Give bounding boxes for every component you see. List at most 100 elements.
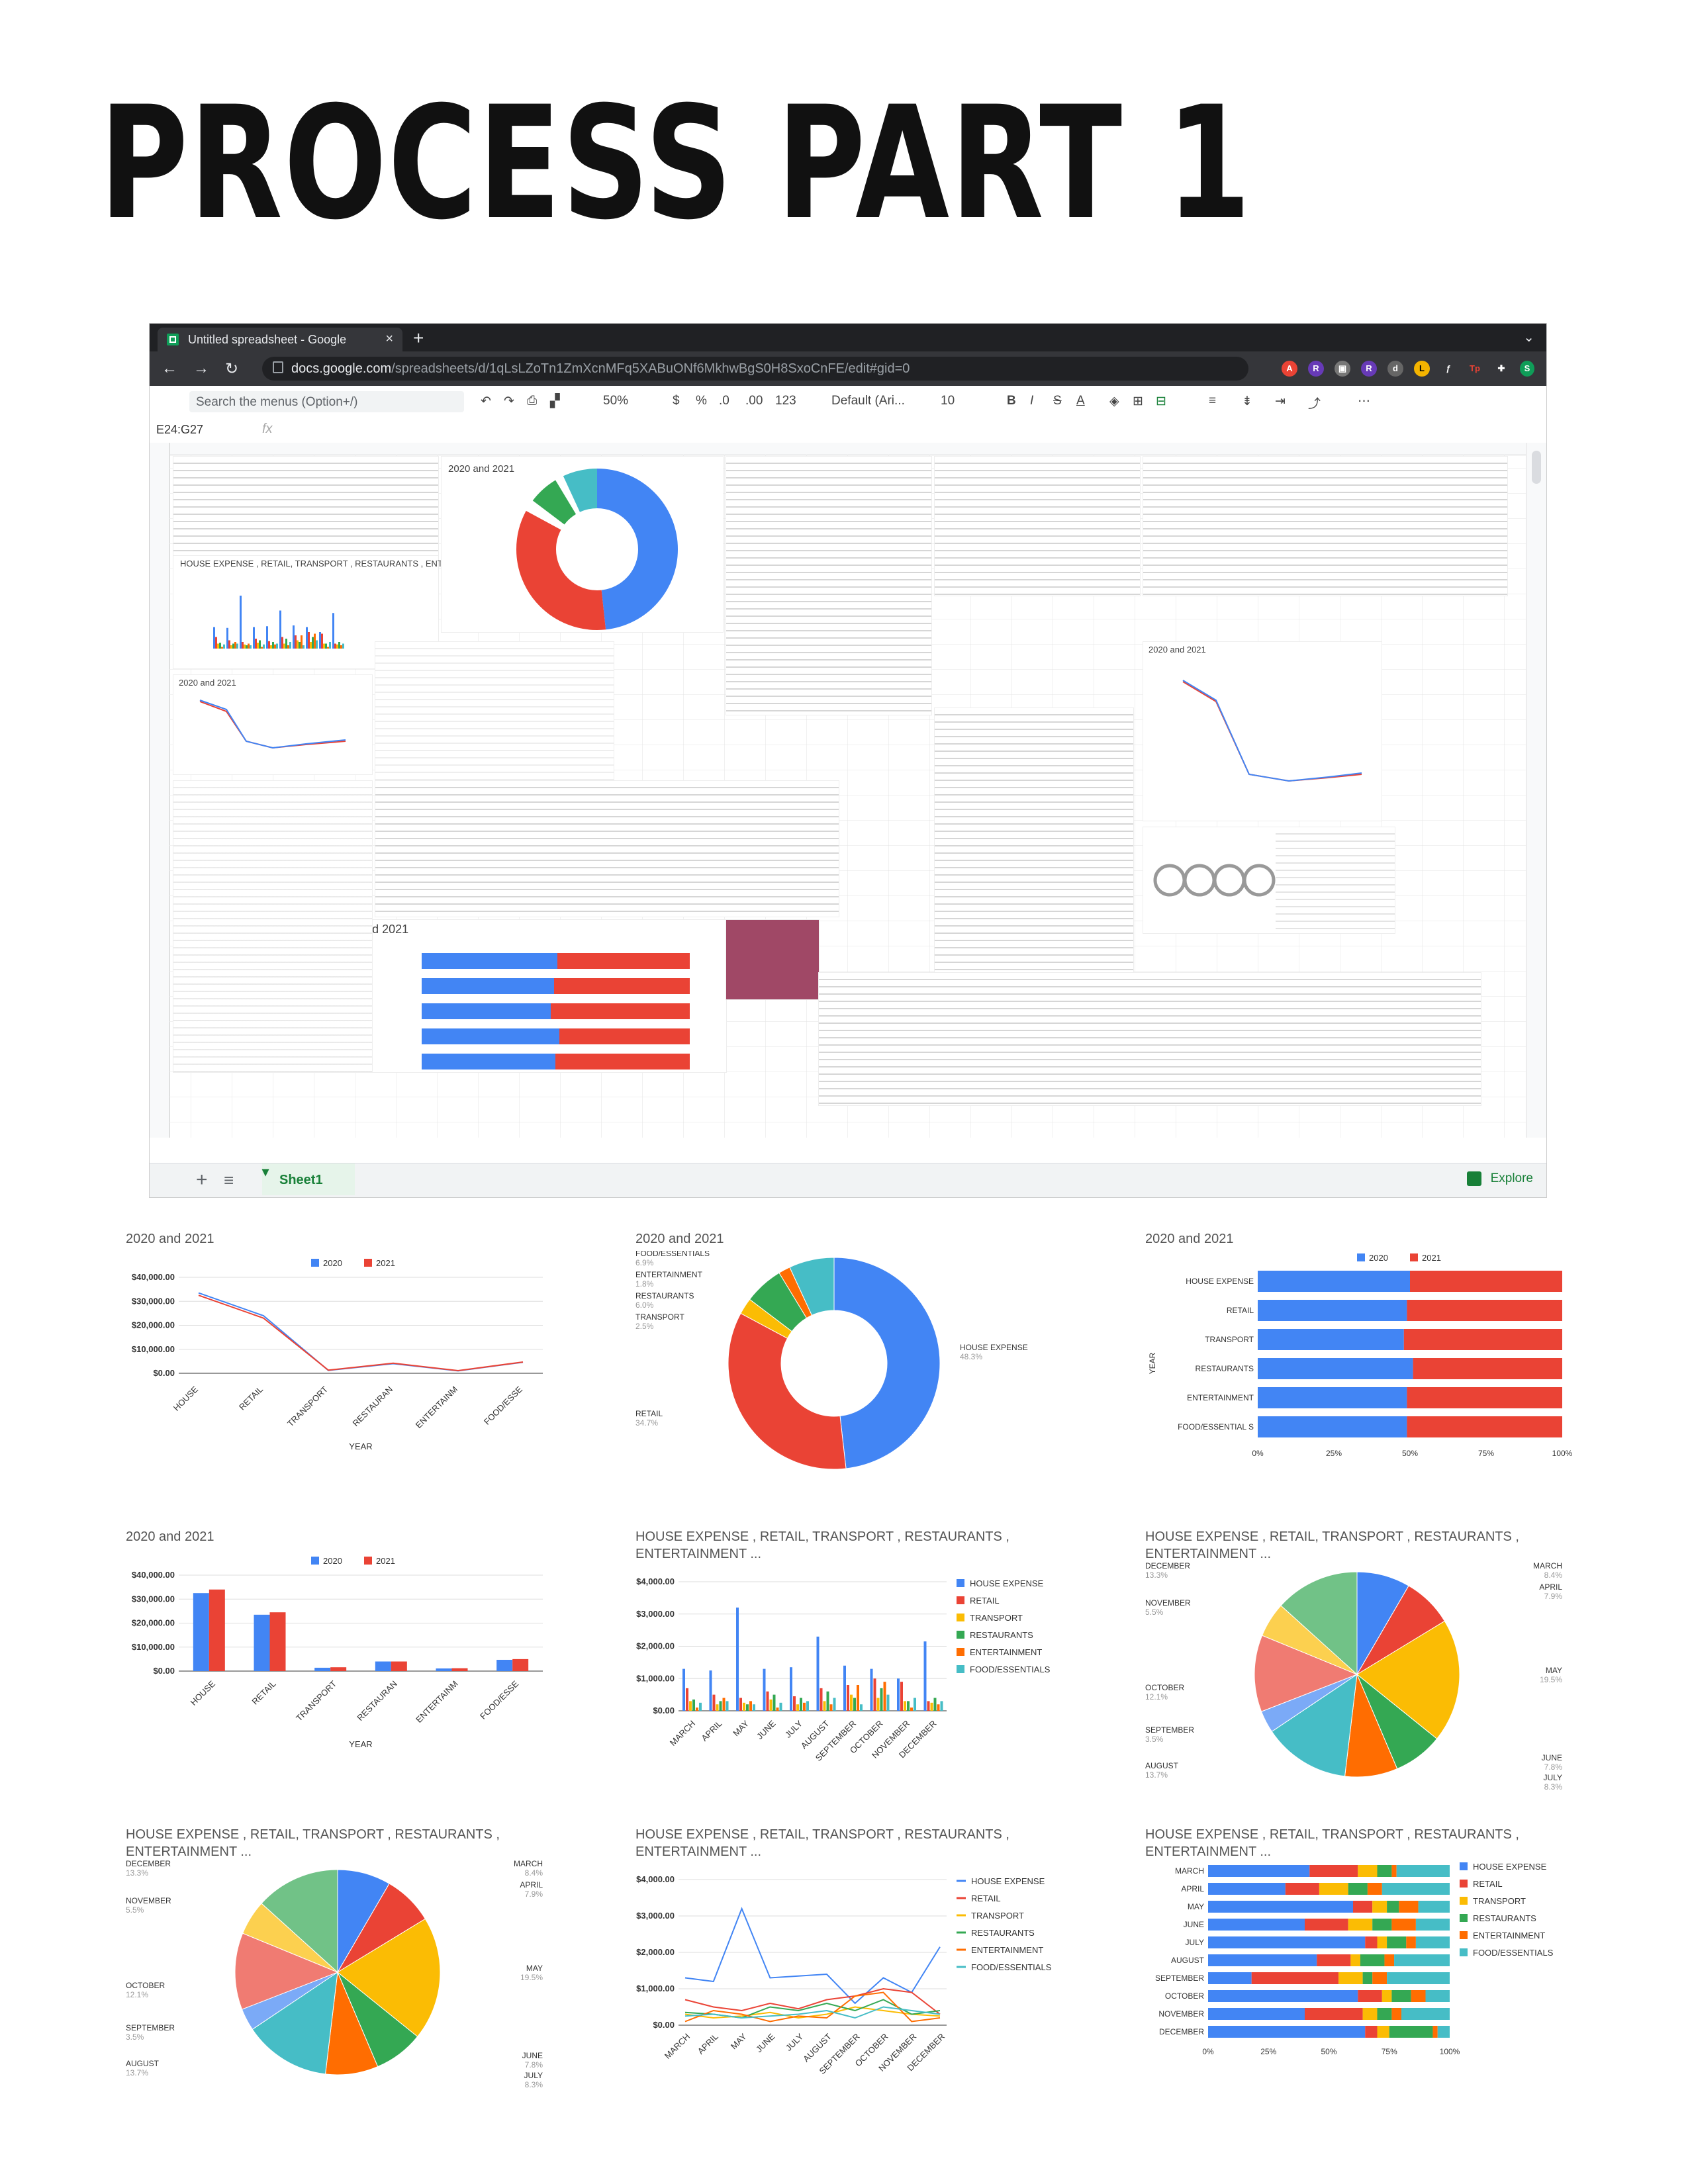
zoom-select[interactable]: 50% [603,394,629,408]
fill-color-icon[interactable]: ◈ [1109,394,1119,408]
wrap-icon[interactable]: ⇥ [1275,394,1286,408]
slice-label: SEPTEMBER [126,2023,175,2032]
embedded-bar [255,639,257,649]
line-month-svg: $4,000.00 $3,000.00 $2,000.00 $1,000.00 $0.0… [636,1874,1052,2076]
legend-swatch [957,1614,964,1621]
legend-swatch [364,1259,372,1267]
bar [876,1698,880,1711]
avatar[interactable]: S [1520,361,1534,377]
extension-icon[interactable]: Tp [1467,361,1483,377]
url-field[interactable]: docs.google.com/spreadsheets/d/1qLsLZoTn… [262,357,1248,381]
percent-button[interactable]: % [696,394,707,408]
close-tab-icon[interactable]: × [385,332,393,346]
x-tick-label: JUNE [754,2031,777,2054]
back-icon[interactable]: ← [162,359,177,377]
slice-label: JULY [1544,1773,1562,1782]
increase-decimal-button[interactable]: .00 [745,394,763,408]
browser-tab[interactable]: Untitled spreadsheet - Google × [158,328,402,351]
slice-percent: 13.3% [1145,1570,1168,1580]
new-tab-button[interactable]: + [413,328,424,348]
embedded-bar [321,633,323,649]
extension-icon[interactable]: ƒ [1440,361,1456,377]
extension-icon[interactable]: R [1361,361,1377,377]
chevron-down-icon[interactable]: ⌄ [1523,330,1534,345]
legend-label: 2021 [376,1258,395,1268]
number-format-select[interactable]: 123 [775,394,796,408]
strikethrough-icon[interactable]: S [1053,394,1062,408]
extension-icon[interactable]: L [1414,361,1430,377]
bold-icon[interactable]: B [1007,394,1016,408]
pie-slice [833,1257,941,1469]
pie-chart-month: HOUSE EXPENSE , RETAIL, TRANSPORT , REST… [1145,1529,1575,1807]
embedded-bar [312,637,314,649]
undo-icon[interactable]: ↶ [481,394,491,408]
vertical-scrollbar[interactable] [1526,443,1546,1138]
print-icon[interactable]: ⎙ [527,394,538,408]
bar [496,1659,513,1671]
font-size-select[interactable]: 10 [941,394,955,408]
currency-button[interactable]: $ [673,394,680,408]
borders-icon[interactable]: ⊞ [1133,394,1143,408]
embedded-hbars [422,953,690,1069]
legend-label: FOOD/ESSENTIALS [971,1962,1052,1972]
legend-label: FOOD/ESSENTIALS [1473,1948,1554,1958]
bar-segment [1208,1972,1252,1984]
y-axis-label: YEAR [1148,1352,1157,1374]
slice-percent: 6.9% [635,1258,654,1267]
search-menus-input[interactable]: Search the menus (Option+/) [189,391,464,412]
bar [719,1701,722,1711]
bar-segment [1407,1416,1562,1437]
bar-segment [1372,1972,1387,1984]
bar [886,1694,890,1711]
bar-segment [1309,1865,1358,1877]
extension-icon[interactable]: ▣ [1335,361,1350,377]
x-tick-label: 100% [1552,1449,1573,1458]
bar-segment [1410,1271,1562,1292]
explore-button[interactable]: Explore [1466,1171,1533,1186]
reload-icon[interactable]: ↻ [225,360,239,378]
bar [749,1701,752,1711]
text-color-icon[interactable]: A [1076,394,1085,408]
sheets-toolbar: Search the menus (Option+/) ↶ ↷ ⎙ ▞ 50% … [150,386,1546,420]
spreadsheet-grid[interactable]: HOUSE EXPENSE , RETAIL, TRANSPORT , REST… [150,443,1526,1138]
embedded-line-chart: 2020 and 2021 [173,674,373,775]
italic-icon[interactable]: I [1030,394,1034,408]
url-host: docs.google.com [291,361,392,376]
puzzle-icon[interactable]: ✚ [1493,361,1509,377]
embedded-bar [266,626,268,649]
name-box[interactable]: E24:G27 [156,423,204,436]
sheet-list-icon[interactable]: ≡ [224,1170,234,1190]
tab-sheet1[interactable]: Sheet1 ▾ [262,1163,355,1195]
decrease-decimal-button[interactable]: .0 [719,394,729,408]
align-icon[interactable]: ≡ [1209,394,1217,408]
legend-label: ENTERTAINMENT [971,1945,1043,1955]
forward-icon[interactable]: → [193,359,209,377]
fx-icon: fx [262,422,273,436]
redo-icon[interactable]: ↷ [504,394,514,408]
slice-label: TRANSPORT [635,1312,684,1322]
extension-icon[interactable]: R [1308,361,1324,377]
slice-percent: 34.7% [635,1418,658,1428]
column-chart-month: HOUSE EXPENSE , RETAIL, TRANSPORT , REST… [635,1529,1066,1807]
x-tick-label: 100% [1440,2047,1460,2056]
font-select[interactable]: Default (Ari... [831,394,905,408]
bar [790,1667,792,1711]
y-tick-label: JUNE [1184,1920,1204,1929]
bar [692,1699,695,1711]
bar [314,1667,331,1671]
add-sheet-button[interactable]: + [196,1169,208,1191]
bar-segment [1384,1954,1395,1966]
donut-chart-year: 2020 and 2021 FOOD/ESSENTIALS 6.9% ENTERTA… [635,1231,1066,1496]
adblock-icon[interactable]: A [1282,361,1297,377]
y-tick-label: $0.00 [653,1706,675,1715]
extension-icon[interactable]: d [1387,361,1403,377]
x-tick-label: 25% [1260,2047,1276,2056]
merge-cells-icon[interactable]: ⊟ [1156,394,1166,408]
x-tick-label: 0% [1202,2047,1214,2056]
legend-swatch [957,1579,964,1587]
paint-format-icon[interactable]: ▞ [550,394,560,408]
valign-icon[interactable]: ⇟ [1242,394,1252,408]
slice-label: JUNE [1542,1753,1562,1762]
rotate-icon[interactable]: ⤴ [1308,397,1321,411]
more-icon[interactable]: ⋯ [1358,394,1370,408]
